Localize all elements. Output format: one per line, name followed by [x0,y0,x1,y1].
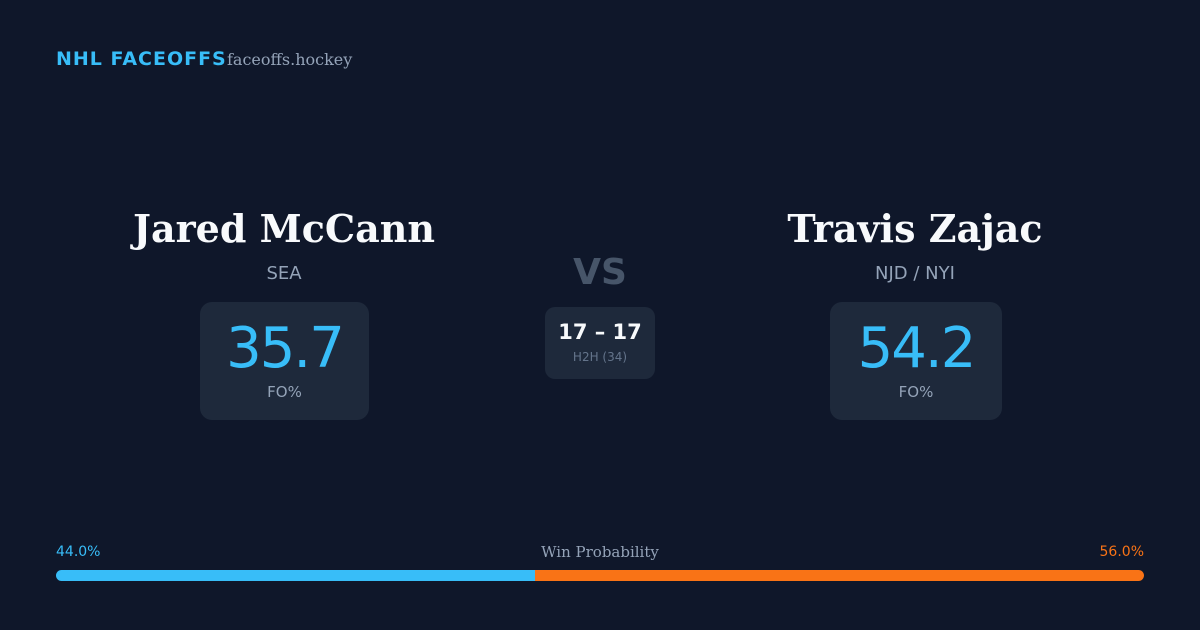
fo-value: 54.2 [857,316,977,381]
player-name: Travis Zajac [787,206,1043,251]
brand: NHL FACEOFFS [56,48,227,70]
player-team: NJD / NYI [875,263,955,284]
win-prob-segment [534,570,1144,581]
win-prob-right: 56.0% [1099,544,1144,560]
win-prob-title: Win Probability [541,543,659,561]
h2h-label: H2H (34) [572,350,628,364]
h2h-box: 17 – 17 H2H (34) [545,307,655,379]
win-prob-segment [56,570,535,581]
fo-box: 35.7 FO% [200,302,369,420]
win-prob-left: 44.0% [56,544,101,560]
fo-value: 35.7 [226,316,345,381]
player-team: SEA [266,263,302,284]
fo-box: 54.2 FO% [830,302,1002,420]
win-prob-bar [56,570,1144,581]
h2h-score: 17 – 17 [558,320,642,344]
player-name: Jared McCann [133,206,435,251]
site: faceoffs.hockey [227,50,353,69]
fo-label: FO% [267,383,302,401]
vs: VS [573,252,627,293]
fo-label: FO% [898,383,934,401]
